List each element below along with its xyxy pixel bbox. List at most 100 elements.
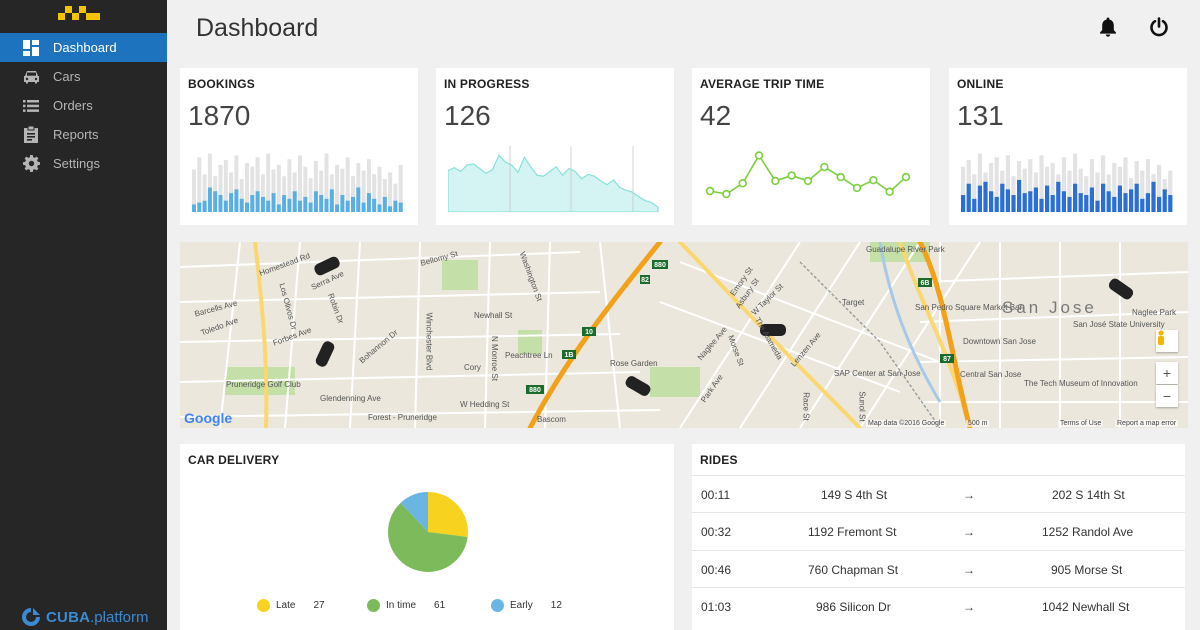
bar xyxy=(345,200,350,212)
bar-background xyxy=(1050,162,1055,212)
clipboard-icon xyxy=(22,126,40,144)
pie-slice-late[interactable] xyxy=(428,492,468,538)
data-point xyxy=(722,189,731,199)
sidebar-item-cars[interactable]: Cars xyxy=(0,62,167,91)
legend-label: Late xyxy=(276,600,296,611)
legend-value: 61 xyxy=(434,600,446,611)
table-row[interactable]: 00:46 760 Chapman St → 905 Morse St xyxy=(692,550,1185,587)
bar xyxy=(298,200,302,212)
bar xyxy=(276,204,281,212)
card-title: CAR DELIVERY xyxy=(188,453,280,467)
legend-item-late[interactable]: Late 27 xyxy=(257,599,325,612)
table-row[interactable]: 00:32 1192 Fremont St → 1252 Randol Ave xyxy=(692,512,1185,549)
map-label: N Monroe St xyxy=(489,336,499,381)
bar xyxy=(192,204,196,212)
bar xyxy=(308,202,313,212)
pie-slice-in-time[interactable] xyxy=(387,502,468,573)
bar-background xyxy=(319,170,324,212)
bar xyxy=(1022,193,1027,212)
ride-to: 1042 Newhall St xyxy=(1042,600,1130,614)
line-series xyxy=(709,153,907,195)
map-label: W Hedding St xyxy=(460,400,510,409)
power-icon xyxy=(1150,17,1168,37)
legend-item-early[interactable]: Early 12 xyxy=(491,599,562,612)
zoom-out-icon: − xyxy=(1162,388,1172,404)
legend-label: In time xyxy=(386,600,417,611)
sidebar-item-settings[interactable]: Settings xyxy=(0,149,167,178)
bar-background xyxy=(1028,159,1033,212)
bar xyxy=(1011,195,1016,212)
ride-time: 00:11 xyxy=(701,488,731,502)
map-label: Central San Jose xyxy=(960,370,1022,379)
ride-from: 760 Chapman St xyxy=(808,563,899,577)
city-map[interactable]: 880 82 10 1B 880 6B 87 Homestead Rd Bell… xyxy=(180,242,1188,428)
svg-text:10: 10 xyxy=(585,329,593,336)
zoom-in-button[interactable]: + xyxy=(1156,362,1178,384)
map-label: Glendenning Ave xyxy=(320,394,381,403)
bar xyxy=(223,200,228,212)
bar-background xyxy=(977,153,982,212)
table-row[interactable]: 01:03 986 Silicon Dr → 1042 Newhall St xyxy=(692,587,1185,624)
map-scale: 500 m xyxy=(966,420,990,427)
bar xyxy=(1061,191,1066,212)
bar xyxy=(282,195,287,212)
bar xyxy=(1000,183,1005,212)
report-error-link[interactable]: Report a map error xyxy=(1115,420,1179,427)
in-progress-mini-chart xyxy=(448,146,659,212)
bar xyxy=(1112,196,1117,212)
bar-background xyxy=(398,164,403,212)
data-point xyxy=(754,151,764,160)
zoom-out-button[interactable]: − xyxy=(1156,385,1178,407)
area-series xyxy=(448,154,659,212)
bar xyxy=(1140,198,1145,212)
sidebar-item-reports[interactable]: Reports xyxy=(0,120,167,149)
data-point xyxy=(885,187,894,196)
bar-background xyxy=(335,164,340,212)
map-label: SAP Center at San Jose xyxy=(834,369,921,378)
bar-background xyxy=(1011,176,1016,212)
ride-from: 986 Silicon Dr xyxy=(816,600,891,614)
data-point xyxy=(836,172,845,182)
map-label: Cory xyxy=(464,363,481,372)
bar xyxy=(1084,195,1089,212)
logout-button[interactable] xyxy=(1147,15,1171,39)
arrow-icon: → xyxy=(963,488,975,502)
bar xyxy=(218,195,223,212)
bar xyxy=(1162,189,1167,212)
bar-background xyxy=(1061,157,1066,212)
bar-background xyxy=(1112,162,1117,212)
map-label: Target xyxy=(842,298,865,307)
card-title: ONLINE xyxy=(957,77,1004,91)
bar xyxy=(1039,198,1044,212)
map-label: The Tech Museum of Innovation xyxy=(1024,379,1138,388)
legend-dot xyxy=(257,599,270,612)
bar-background xyxy=(994,157,999,212)
bar xyxy=(292,191,297,212)
sidebar-item-orders[interactable]: Orders xyxy=(0,91,167,120)
sidebar-item-label: Cars xyxy=(53,69,81,84)
bar-background xyxy=(245,162,249,212)
bar-background xyxy=(202,174,207,212)
bar-background xyxy=(1073,153,1078,212)
legend-item-in-time[interactable]: In time 61 xyxy=(367,599,445,612)
bar xyxy=(207,187,212,212)
notifications-button[interactable] xyxy=(1096,15,1120,39)
bar-background xyxy=(192,169,196,212)
bar xyxy=(335,204,340,212)
svg-text:82: 82 xyxy=(641,277,649,284)
map-label: San José State University xyxy=(1073,320,1165,329)
average-trip-time-card: AVERAGE TRIP TIME 42 xyxy=(692,68,930,225)
street-view-button[interactable] xyxy=(1156,330,1178,352)
table-row[interactable]: 00:11 149 S 4th St → 202 S 14th St xyxy=(692,475,1185,512)
rides-card: RIDES 00:11 149 S 4th St → 202 S 14th St… xyxy=(692,444,1185,630)
bar xyxy=(377,204,382,212)
bar xyxy=(1145,193,1150,212)
bar xyxy=(388,206,393,212)
terms-link[interactable]: Terms of Use xyxy=(1058,420,1104,427)
data-point xyxy=(705,186,715,196)
bar xyxy=(1129,189,1134,212)
brand-name: CUBA xyxy=(46,608,91,626)
bar-background xyxy=(260,174,265,212)
pie-slice-early[interactable] xyxy=(400,492,428,532)
sidebar-item-dashboard[interactable]: Dashboard xyxy=(0,33,167,62)
